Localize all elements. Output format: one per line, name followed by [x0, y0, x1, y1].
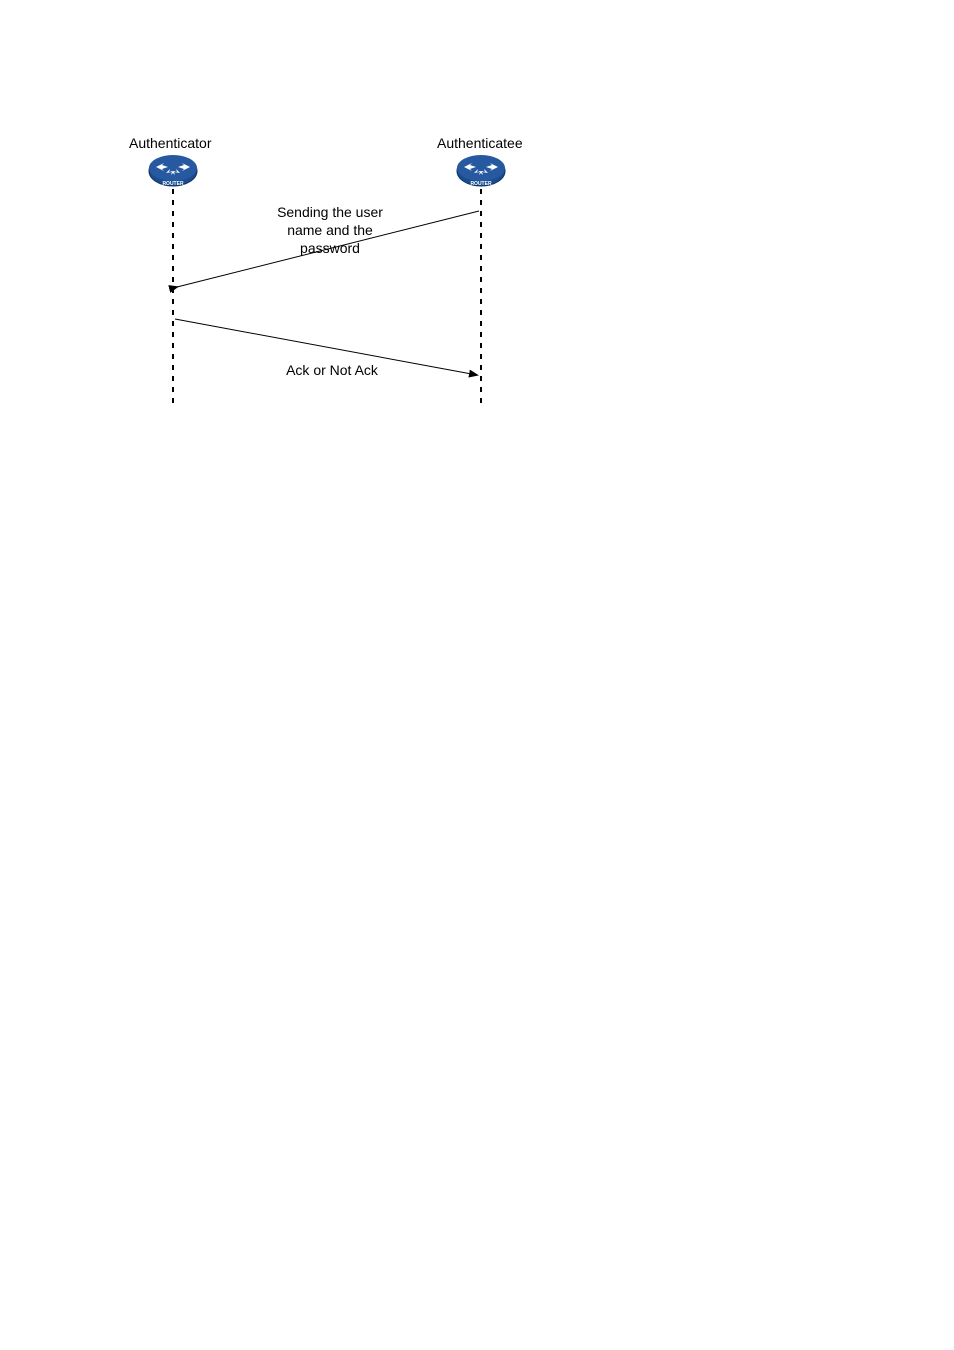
- sequence-diagram: Authenticator Authenticatee ROUTER ROUTE…: [125, 135, 575, 415]
- message-1-label: Sending the username and thepassword: [265, 203, 395, 258]
- message-2-label: Ack or Not Ack: [277, 361, 387, 379]
